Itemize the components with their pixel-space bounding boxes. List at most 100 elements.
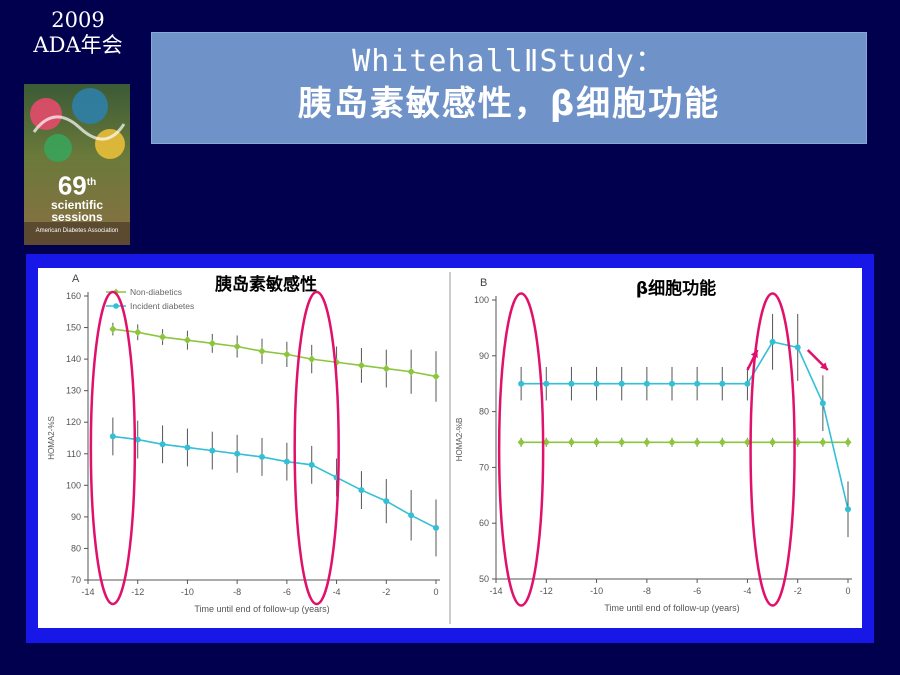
data-point (308, 355, 316, 364)
series-incident-diabetes (518, 313, 851, 538)
highlight-ellipse (497, 292, 545, 607)
legend-label: Incident diabetes (130, 301, 194, 311)
y-tick-label: 150 (66, 323, 81, 333)
y-tick-label: 160 (66, 291, 81, 301)
y-tick-label: 50 (479, 574, 489, 584)
x-tick-label: 0 (845, 586, 850, 596)
data-point (159, 441, 166, 448)
logo-line1: scientific (50, 197, 104, 212)
data-point (744, 380, 751, 387)
x-tick-label: -12 (131, 587, 144, 597)
logo-swirl-1 (30, 98, 62, 130)
x-tick-label: -14 (81, 587, 94, 597)
x-tick-label: -2 (794, 586, 802, 596)
conference-text: ADA年会 (33, 33, 123, 57)
series-line (112, 435, 437, 529)
y-tick-label: 100 (474, 295, 489, 305)
x-tick-label: -2 (382, 587, 390, 597)
data-point (844, 438, 852, 447)
data-point (357, 361, 365, 370)
x-tick-label: -10 (590, 586, 603, 596)
x-tick-label: -14 (489, 586, 502, 596)
data-point (769, 338, 776, 345)
arrow-head (820, 362, 828, 370)
data-point (209, 447, 216, 454)
data-point (159, 333, 167, 342)
data-point (668, 438, 676, 447)
ada-logo: 69th scientific sessions American Diabet… (24, 84, 130, 245)
data-point (769, 438, 777, 447)
series-incident-diabetes (109, 417, 439, 557)
data-point (543, 380, 550, 387)
y-tick-label: 80 (71, 543, 81, 553)
data-point (433, 524, 439, 531)
series-line (521, 340, 849, 510)
logo-line2: sessions (51, 209, 103, 224)
x-tick-label: -6 (693, 586, 701, 596)
title-line-2: 胰岛素敏感性，β细胞功能 (297, 84, 721, 124)
data-point (517, 438, 525, 447)
logo-swirl-4 (44, 134, 72, 162)
series-non-diabetics (109, 322, 440, 402)
data-point (643, 438, 651, 447)
data-point (643, 380, 650, 387)
data-point (407, 367, 415, 376)
data-point (358, 487, 365, 494)
highlight-ellipse (749, 292, 796, 607)
y-tick-label: 70 (479, 462, 489, 472)
data-point (233, 342, 241, 351)
data-point (283, 350, 291, 359)
y-tick-label: 60 (479, 518, 489, 528)
y-tick-label: 90 (71, 512, 81, 522)
x-tick-label: -4 (333, 587, 341, 597)
y-tick-label: 130 (66, 386, 81, 396)
y-tick-label: 120 (66, 417, 81, 427)
year-text: 2009 (51, 8, 105, 32)
data-point (234, 450, 241, 457)
data-point (567, 438, 575, 447)
data-point (308, 461, 315, 468)
data-point (568, 380, 575, 387)
data-point (432, 372, 440, 381)
x-tick-label: -4 (743, 586, 751, 596)
y-tick-label: 80 (479, 407, 489, 417)
charts-svg: 70 80 90 100 110 120 130 140 150 160 -14 -12 -10 -8 -6… (38, 268, 862, 628)
arrow-head (750, 350, 758, 358)
title-line-1: WhitehallⅡStudy： (352, 44, 666, 79)
logo-org: American Diabetes Association (35, 227, 119, 234)
y-axis-label: HOMA2-%S (47, 416, 56, 460)
series-line (112, 328, 437, 378)
logo-footer-band (24, 222, 130, 245)
logo-superscript: th (86, 177, 97, 188)
y-tick-label: 70 (71, 575, 81, 585)
chart-frame: 70 80 90 100 110 120 130 140 150 160 -14 -12 -10 -8 -6… (26, 254, 874, 643)
data-point (109, 433, 116, 440)
data-point (718, 438, 726, 447)
logo-text: 69th scientific sessions American Diabet… (24, 170, 130, 236)
data-point (258, 347, 266, 356)
chart-panel-a: 70 80 90 100 110 120 130 140 150 160 -14 -12 -10 -8 -6… (47, 273, 440, 614)
data-point (845, 506, 851, 513)
trend-arrows (746, 349, 829, 371)
x-tick-label: 0 (433, 587, 438, 597)
data-point (593, 438, 601, 447)
y-tick-label: 110 (67, 449, 81, 459)
data-point (383, 498, 390, 505)
y-tick-label: 100 (66, 480, 81, 490)
data-point (259, 453, 265, 460)
logo-curve (32, 115, 126, 141)
y-tick-label: 90 (479, 351, 489, 361)
data-point (618, 438, 626, 447)
y-tick-label: 140 (66, 354, 81, 364)
data-point (208, 339, 216, 348)
data-point (134, 436, 141, 443)
legend-label: Non-diabetics (130, 287, 182, 297)
data-point (518, 380, 525, 387)
data-point (794, 344, 801, 351)
data-point (542, 438, 550, 447)
panel-letter: B (480, 277, 487, 289)
y-axis-label: HOMA2-%B (455, 418, 464, 462)
logo-swirl-3 (95, 129, 125, 159)
data-point (109, 325, 117, 334)
logo-number-text: 69 (57, 170, 87, 201)
